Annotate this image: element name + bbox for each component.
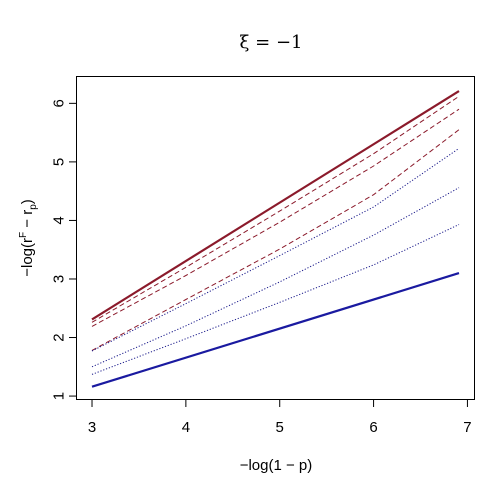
y-axis-title-suffix: ) [19,199,36,204]
y-axis-title-prefix: −log(r [19,238,36,277]
series-line-2 [91,95,460,323]
y-axis-title-superscript: F [18,232,29,238]
y-tick-label: 6 [50,99,67,107]
y-tick-label: 2 [50,333,67,341]
y-tick-label: 3 [50,275,67,283]
y-axis-title-middle: − r [19,210,36,232]
x-tick-label: 3 [88,419,96,436]
x-axis: 3 4 5 6 7 [88,399,472,436]
plot-area-border [76,76,475,400]
y-tick-label: 4 [50,216,67,224]
y-axis-title: −log(rF − rp) [18,199,39,277]
x-tick-label: 4 [182,419,190,436]
series-line-8 [91,272,460,388]
series-line-6 [91,187,460,368]
series-line-7 [91,224,460,375]
series-line-1 [91,90,460,321]
y-axis-title-subscript: p [28,204,39,210]
series-line-4 [91,129,460,351]
chart-title: ξ = −1 [240,32,303,53]
x-axis-title: −log(1 − p) [240,457,313,474]
y-tick-label: 1 [50,392,67,400]
x-tick-label: 6 [369,419,377,436]
y-axis: 1 2 3 4 5 6 [50,99,77,400]
y-tick-label: 5 [50,158,67,166]
x-tick-label: 7 [463,419,471,436]
series-layer [91,90,460,388]
series-line-5 [91,147,460,352]
x-tick-label: 5 [276,419,284,436]
